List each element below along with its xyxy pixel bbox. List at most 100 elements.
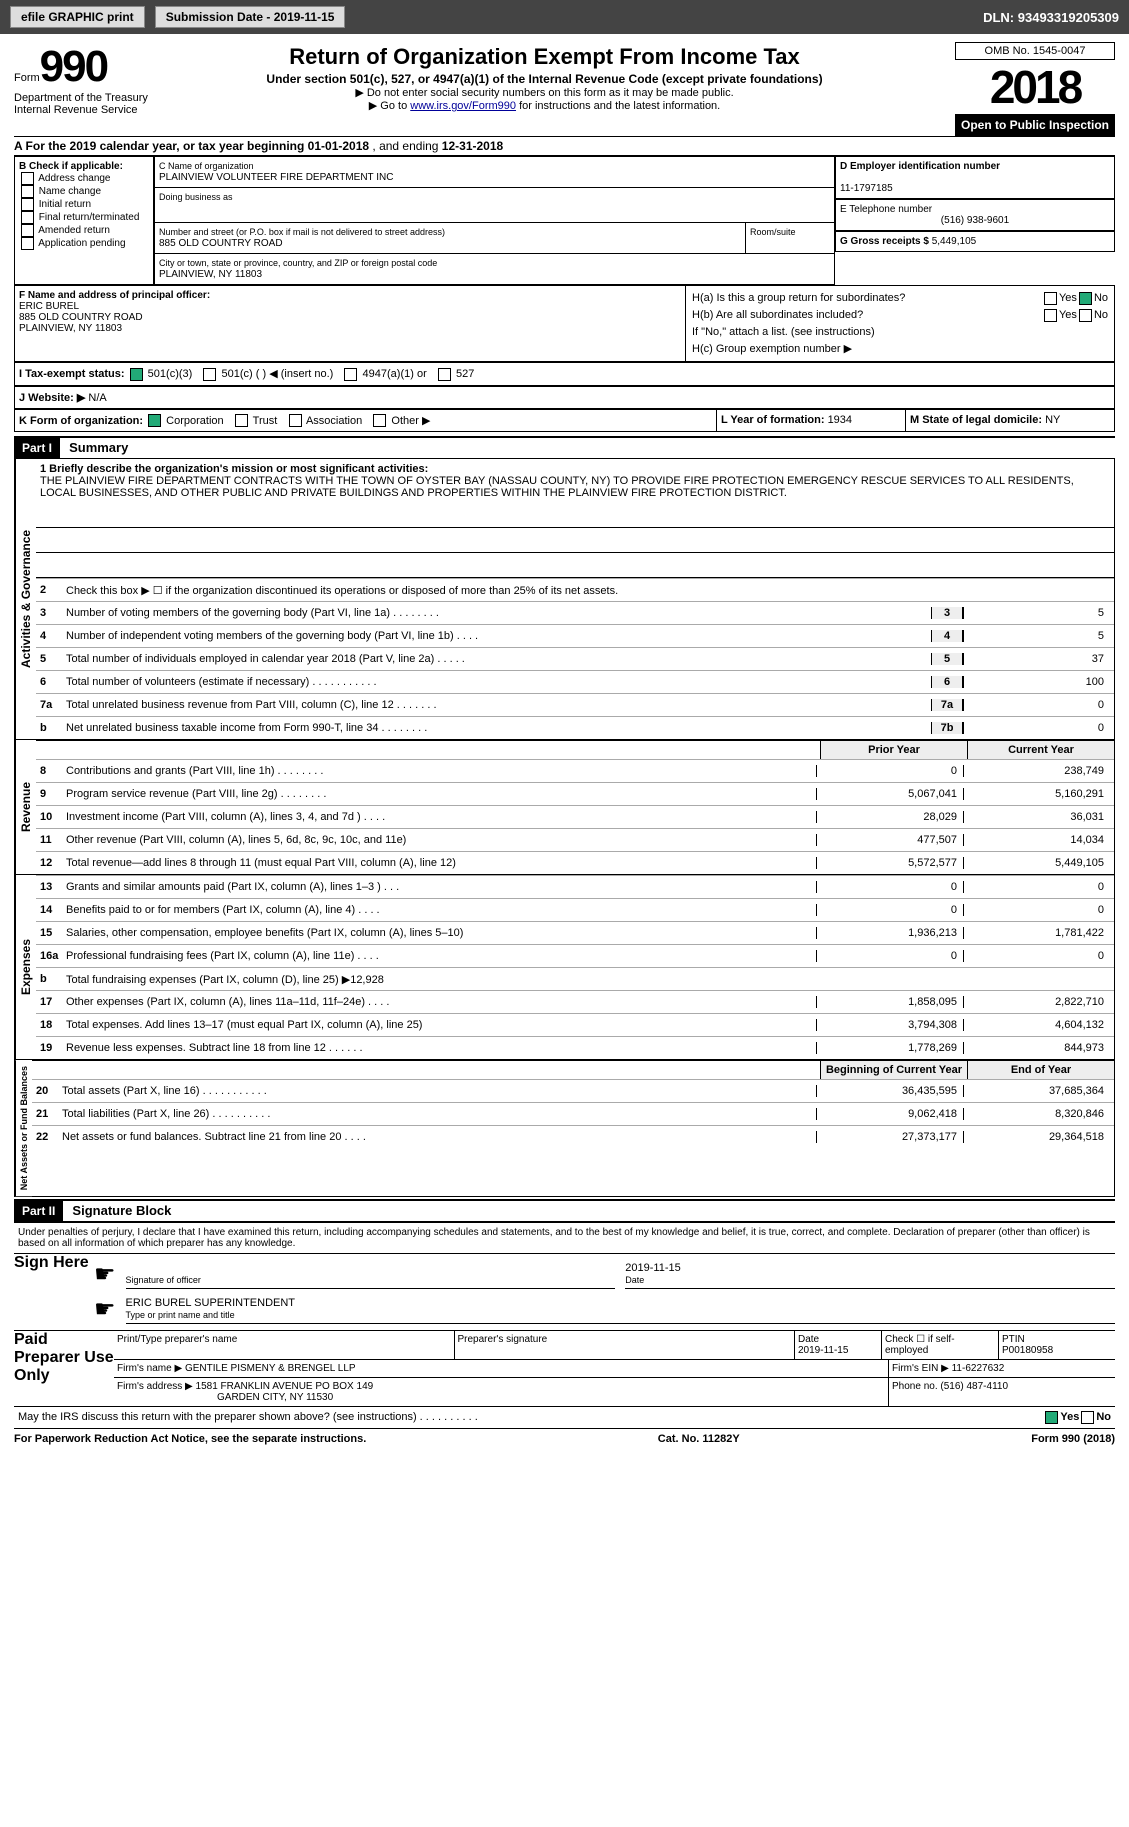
dln: DLN: 93493319205309 bbox=[983, 10, 1119, 25]
instructions-link[interactable]: www.irs.gov/Form990 bbox=[410, 100, 516, 112]
mission-text: THE PLAINVIEW FIRE DEPARTMENT CONTRACTS … bbox=[40, 475, 1074, 499]
website: N/A bbox=[88, 392, 106, 404]
ha-yes-check[interactable] bbox=[1044, 292, 1057, 305]
street-label: Number and street (or P.O. box if mail i… bbox=[159, 227, 445, 237]
officer-addr2: PLAINVIEW, NY 11803 bbox=[19, 323, 122, 334]
side-net-assets: Net Assets or Fund Balances bbox=[15, 1060, 32, 1196]
open-public: Open to Public Inspection bbox=[955, 114, 1115, 136]
exp-line: 19Revenue less expenses. Subtract line 1… bbox=[36, 1036, 1114, 1059]
e-label: E Telephone number bbox=[840, 204, 932, 215]
officer-addr1: 885 OLD COUNTRY ROAD bbox=[19, 312, 143, 323]
exp-line: 15Salaries, other compensation, employee… bbox=[36, 921, 1114, 944]
hc-label: H(c) Group exemption number ▶ bbox=[690, 340, 1110, 357]
discuss-yes-check[interactable] bbox=[1045, 1411, 1058, 1424]
rev-line: 10Investment income (Part VIII, column (… bbox=[36, 805, 1114, 828]
exp-line: 14Benefits paid to or for members (Part … bbox=[36, 898, 1114, 921]
side-governance: Activities & Governance bbox=[15, 459, 36, 739]
hb-no-check[interactable] bbox=[1079, 309, 1092, 322]
form-label: Form bbox=[14, 72, 40, 84]
discuss-no-check[interactable] bbox=[1081, 1411, 1094, 1424]
b-opt[interactable]: Name change bbox=[19, 185, 149, 198]
na-line: 20Total assets (Part X, line 16) . . . .… bbox=[32, 1079, 1114, 1102]
i-check[interactable] bbox=[438, 368, 451, 381]
officer-name: ERIC BUREL bbox=[19, 301, 79, 312]
i-check[interactable] bbox=[344, 368, 357, 381]
firm-name: GENTILE PISMENY & BRENGEL LLP bbox=[185, 1363, 356, 1374]
declaration: Under penalties of perjury, I declare th… bbox=[14, 1221, 1115, 1253]
na-line: 22Net assets or fund balances. Subtract … bbox=[32, 1125, 1114, 1148]
part1-header: Part I bbox=[14, 438, 60, 458]
side-revenue: Revenue bbox=[15, 740, 36, 874]
form-title: Return of Organization Exempt From Incom… bbox=[142, 44, 947, 70]
part2-title: Signature Block bbox=[66, 1200, 177, 1221]
k-check[interactable] bbox=[289, 414, 302, 427]
k-check[interactable] bbox=[373, 414, 386, 427]
org-name: PLAINVIEW VOLUNTEER FIRE DEPARTMENT INC bbox=[159, 172, 393, 183]
rev-line: 11Other revenue (Part VIII, column (A), … bbox=[36, 828, 1114, 851]
i-check[interactable] bbox=[203, 368, 216, 381]
k-check[interactable] bbox=[148, 414, 161, 427]
room-label: Room/suite bbox=[750, 227, 796, 237]
efile-print-button[interactable]: efile GRAPHIC print bbox=[10, 6, 145, 28]
na-line: 21Total liabilities (Part X, line 26) . … bbox=[32, 1102, 1114, 1125]
part2-header: Part II bbox=[14, 1201, 63, 1221]
g-label: G Gross receipts $ bbox=[840, 236, 932, 247]
k-label: K Form of organization: bbox=[19, 415, 143, 427]
b-opt[interactable]: Address change bbox=[19, 172, 149, 185]
exp-line: 18Total expenses. Add lines 13–17 (must … bbox=[36, 1013, 1114, 1036]
toolbar: efile GRAPHIC print Submission Date - 20… bbox=[0, 0, 1129, 34]
b-opt[interactable]: Application pending bbox=[19, 237, 149, 250]
exp-line: 16aProfessional fundraising fees (Part I… bbox=[36, 944, 1114, 967]
k-check[interactable] bbox=[235, 414, 248, 427]
j-label: J Website: ▶ bbox=[19, 392, 85, 404]
rev-line: 8Contributions and grants (Part VIII, li… bbox=[36, 759, 1114, 782]
prior-year-header: Prior Year bbox=[820, 741, 967, 759]
sig-officer-label: Signature of officer bbox=[126, 1275, 201, 1285]
c-label: C Name of organization bbox=[159, 161, 254, 171]
h-note: If "No," attach a list. (see instruction… bbox=[690, 324, 1110, 340]
period-line: A For the 2019 calendar year, or tax yea… bbox=[14, 136, 1115, 156]
part1-title: Summary bbox=[63, 437, 134, 458]
gov-line: bNet unrelated business taxable income f… bbox=[36, 716, 1114, 739]
preparer-name-label: Print/Type preparer's name bbox=[114, 1331, 455, 1359]
footer-left: For Paperwork Reduction Act Notice, see … bbox=[14, 1433, 366, 1445]
sign-here-label: Sign Here bbox=[14, 1254, 94, 1330]
prep-date: 2019-11-15 bbox=[798, 1345, 848, 1356]
firm-addr: 1581 FRANKLIN AVENUE PO BOX 149 bbox=[196, 1381, 374, 1392]
street: 885 OLD COUNTRY ROAD bbox=[159, 238, 283, 249]
phone: (516) 938-9601 bbox=[840, 215, 1110, 226]
b-opt[interactable]: Final return/terminated bbox=[19, 211, 149, 224]
current-year-header: Current Year bbox=[967, 741, 1114, 759]
l-label: L Year of formation: bbox=[721, 414, 828, 426]
ein: 11-1797185 bbox=[840, 183, 893, 194]
paid-preparer-label: Paid Preparer Use Only bbox=[14, 1331, 114, 1406]
form-header: Form990 Department of the Treasury Inter… bbox=[14, 42, 1115, 136]
gov-line: 6Total number of volunteers (estimate if… bbox=[36, 670, 1114, 693]
exp-line: bTotal fundraising expenses (Part IX, co… bbox=[36, 967, 1114, 990]
m-label: M State of legal domicile: bbox=[910, 414, 1045, 426]
ha-no-check[interactable] bbox=[1079, 292, 1092, 305]
end-year-header: End of Year bbox=[967, 1061, 1114, 1079]
exp-line: 17Other expenses (Part IX, column (A), l… bbox=[36, 990, 1114, 1013]
omb-number: OMB No. 1545-0047 bbox=[955, 42, 1115, 60]
gov-line: 7aTotal unrelated business revenue from … bbox=[36, 693, 1114, 716]
hb-label: H(b) Are all subordinates included? bbox=[692, 309, 1042, 322]
discuss-question: May the IRS discuss this return with the… bbox=[18, 1411, 1043, 1424]
i-check[interactable] bbox=[130, 368, 143, 381]
rev-line: 9Program service revenue (Part VIII, lin… bbox=[36, 782, 1114, 805]
b-opt[interactable]: Initial return bbox=[19, 198, 149, 211]
hb-yes-check[interactable] bbox=[1044, 309, 1057, 322]
rev-line: 12Total revenue—add lines 8 through 11 (… bbox=[36, 851, 1114, 874]
sig-date: 2019-11-15 bbox=[625, 1262, 680, 1274]
exp-line: 13Grants and similar amounts paid (Part … bbox=[36, 875, 1114, 898]
tax-year: 2018 bbox=[955, 60, 1115, 114]
note-2: ▶ Go to www.irs.gov/Form990 for instruct… bbox=[142, 99, 947, 112]
self-employed-check[interactable]: Check ☐ if self-employed bbox=[882, 1331, 999, 1359]
begin-year-header: Beginning of Current Year bbox=[820, 1061, 967, 1079]
preparer-sig-label: Preparer's signature bbox=[455, 1331, 796, 1359]
gross-receipts: 5,449,105 bbox=[932, 236, 977, 247]
ha-label: H(a) Is this a group return for subordin… bbox=[692, 292, 1042, 305]
b-opt[interactable]: Amended return bbox=[19, 224, 149, 237]
state-domicile: NY bbox=[1045, 414, 1060, 426]
note-1: ▶ Do not enter social security numbers o… bbox=[142, 86, 947, 99]
